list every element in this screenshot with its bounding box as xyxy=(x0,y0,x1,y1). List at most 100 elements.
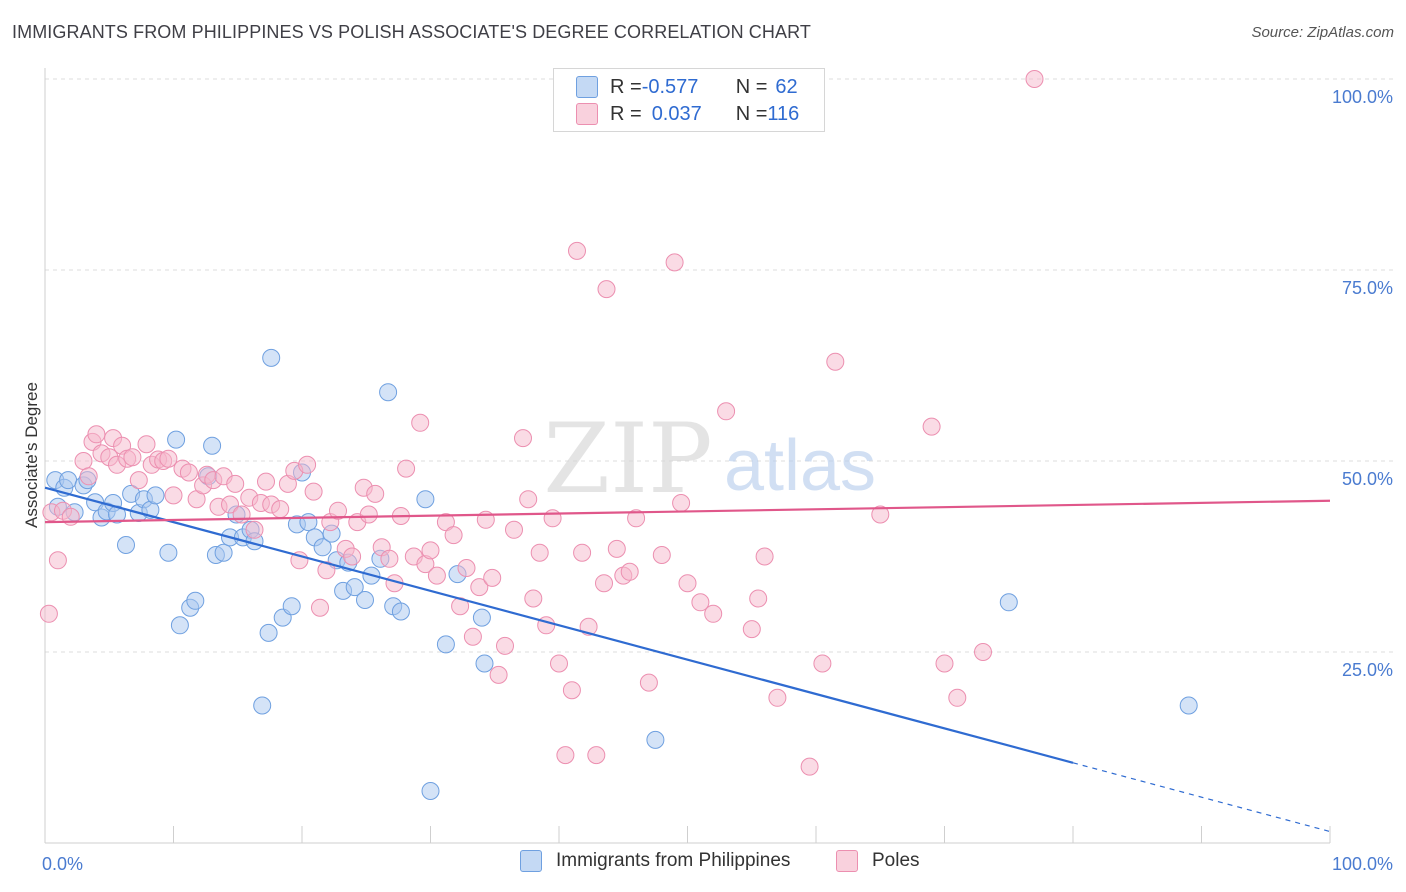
legend-swatch-poles xyxy=(576,103,598,125)
poles-point xyxy=(496,636,514,655)
poles-point xyxy=(380,549,399,568)
poles-point xyxy=(620,562,639,581)
poles-point xyxy=(813,654,832,673)
philippines-point xyxy=(421,782,440,800)
poles-point xyxy=(922,417,941,436)
philippines-point xyxy=(1179,696,1198,715)
series-label-poles: Poles xyxy=(872,850,920,871)
series-legend-item-philippines: Immigrants from Philippines xyxy=(520,850,790,872)
philippines-point xyxy=(436,635,455,654)
poles-point xyxy=(271,500,290,519)
poles-point xyxy=(366,484,385,503)
poles-point xyxy=(79,467,98,486)
philippines-point xyxy=(59,471,78,490)
poles-point xyxy=(470,578,489,597)
poles-point xyxy=(164,486,183,505)
poles-point xyxy=(543,509,562,528)
poles-point xyxy=(652,546,671,564)
legend-r-label: R = xyxy=(610,75,642,98)
poles-point xyxy=(159,449,178,468)
philippines-point xyxy=(379,383,398,402)
legend-r-value: 0.037 xyxy=(651,102,702,125)
x-tick-label-max: 100.0% xyxy=(1332,854,1393,874)
series-swatch-philippines xyxy=(520,850,542,872)
poles-point xyxy=(672,494,691,512)
poles-point xyxy=(226,474,245,493)
poles-point xyxy=(457,559,476,577)
poles-point xyxy=(562,681,581,700)
poles-point xyxy=(74,452,93,470)
poles-point xyxy=(411,413,430,432)
poles-point xyxy=(232,505,251,524)
poles-point xyxy=(524,589,543,608)
philippines-point xyxy=(299,513,318,532)
poles-point xyxy=(550,654,568,673)
poles-point xyxy=(514,429,532,448)
philippines-point xyxy=(282,597,301,616)
poles-point xyxy=(137,435,156,454)
philippines-point xyxy=(253,696,272,715)
poles-point xyxy=(427,566,446,585)
poles-point xyxy=(483,568,502,587)
legend-n-label: N = xyxy=(735,75,768,98)
poles-point xyxy=(359,505,378,524)
philippines-point xyxy=(472,608,491,627)
poles-point xyxy=(129,471,148,490)
poles-point xyxy=(755,547,774,566)
poles-point xyxy=(717,402,736,421)
philippines-point xyxy=(186,591,205,610)
legend-r-value: -0.577 xyxy=(641,75,699,98)
poles-point xyxy=(639,673,658,692)
poles-point xyxy=(974,643,992,661)
philippines-point xyxy=(167,430,186,449)
y-tick-label: 25.0% xyxy=(1342,660,1393,680)
y-tick-label: 75.0% xyxy=(1342,278,1393,298)
philippines-point xyxy=(262,348,281,367)
poles-point xyxy=(257,472,275,491)
philippines-point xyxy=(170,616,189,635)
x-tick-label-min: 0.0% xyxy=(42,854,83,874)
poles-point xyxy=(397,459,416,478)
poles-point xyxy=(489,665,508,684)
philippines-point xyxy=(999,593,1018,612)
poles-point xyxy=(444,526,463,545)
poles-point xyxy=(665,253,684,272)
poles-point xyxy=(329,501,347,520)
poles-point xyxy=(343,547,362,566)
philippines-point xyxy=(646,730,665,749)
series-legend-item-poles: Poles xyxy=(836,850,920,872)
poles-point xyxy=(948,688,967,707)
poles-point xyxy=(595,574,613,593)
y-tick-label: 50.0% xyxy=(1342,469,1393,489)
poles-point xyxy=(317,561,336,580)
legend-row-poles: R = 0.037 N = 116 xyxy=(576,102,799,126)
philippines-point xyxy=(475,654,494,673)
philippines-point xyxy=(146,486,165,505)
y-tick-label: 100.0% xyxy=(1332,87,1393,107)
chart-title: IMMIGRANTS FROM PHILIPPINES VS POLISH AS… xyxy=(12,22,811,42)
poles-trend-line xyxy=(44,499,1331,524)
poles-point xyxy=(587,746,606,765)
philippines-point xyxy=(356,591,374,609)
poles-point xyxy=(742,620,761,639)
series-legend: Immigrants from Philippines Poles xyxy=(0,850,1406,878)
philippines-point xyxy=(313,538,332,557)
poles-point xyxy=(1025,70,1044,88)
series-swatch-poles xyxy=(836,850,858,872)
philippines-trend-line xyxy=(44,486,1074,764)
poles-point xyxy=(179,463,198,482)
poles-point xyxy=(556,746,575,765)
legend-n-value: 116 xyxy=(767,102,800,125)
legend-swatch-philippines xyxy=(576,76,598,98)
watermark-atlas: atlas xyxy=(724,426,876,506)
poles-point xyxy=(704,604,723,623)
poles-point xyxy=(678,574,697,593)
poles-point xyxy=(39,604,58,623)
poles-point xyxy=(421,541,440,560)
legend-n-label: N = xyxy=(735,102,768,125)
poles-point xyxy=(304,482,323,501)
poles-point xyxy=(607,539,626,558)
philippines-point xyxy=(345,578,364,597)
philippines-point xyxy=(391,602,410,621)
legend-r-label: R = xyxy=(610,102,642,125)
